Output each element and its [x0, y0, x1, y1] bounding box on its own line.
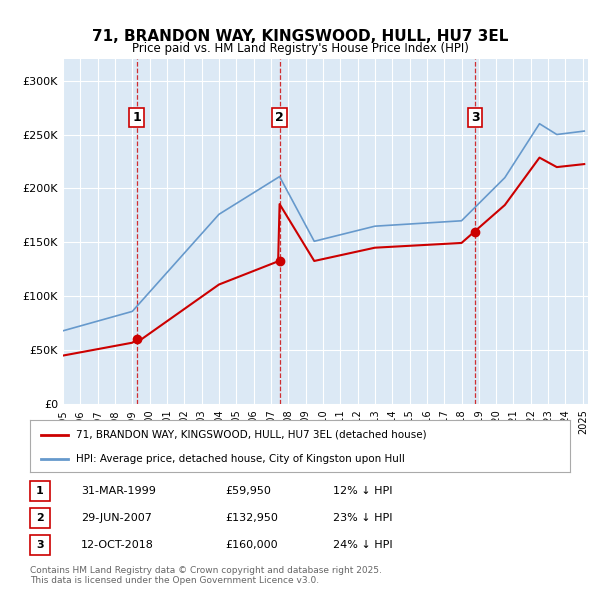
Text: 1: 1: [132, 111, 141, 124]
Text: 3: 3: [36, 540, 44, 550]
Text: 71, BRANDON WAY, KINGSWOOD, HULL, HU7 3EL (detached house): 71, BRANDON WAY, KINGSWOOD, HULL, HU7 3E…: [76, 430, 427, 440]
Text: £59,950: £59,950: [225, 486, 271, 496]
Text: 12-OCT-2018: 12-OCT-2018: [81, 540, 154, 550]
Text: 2: 2: [275, 111, 284, 124]
Text: 3: 3: [471, 111, 479, 124]
Text: 12% ↓ HPI: 12% ↓ HPI: [333, 486, 392, 496]
Text: £132,950: £132,950: [225, 513, 278, 523]
Text: HPI: Average price, detached house, City of Kingston upon Hull: HPI: Average price, detached house, City…: [76, 454, 405, 464]
Text: 29-JUN-2007: 29-JUN-2007: [81, 513, 152, 523]
Text: Price paid vs. HM Land Registry's House Price Index (HPI): Price paid vs. HM Land Registry's House …: [131, 42, 469, 55]
Text: 71, BRANDON WAY, KINGSWOOD, HULL, HU7 3EL: 71, BRANDON WAY, KINGSWOOD, HULL, HU7 3E…: [92, 29, 508, 44]
Text: £160,000: £160,000: [225, 540, 278, 550]
Text: 2: 2: [36, 513, 44, 523]
Text: 23% ↓ HPI: 23% ↓ HPI: [333, 513, 392, 523]
Text: 24% ↓ HPI: 24% ↓ HPI: [333, 540, 392, 550]
Text: 1: 1: [36, 486, 44, 496]
Text: Contains HM Land Registry data © Crown copyright and database right 2025.
This d: Contains HM Land Registry data © Crown c…: [30, 566, 382, 585]
Text: 31-MAR-1999: 31-MAR-1999: [81, 486, 156, 496]
